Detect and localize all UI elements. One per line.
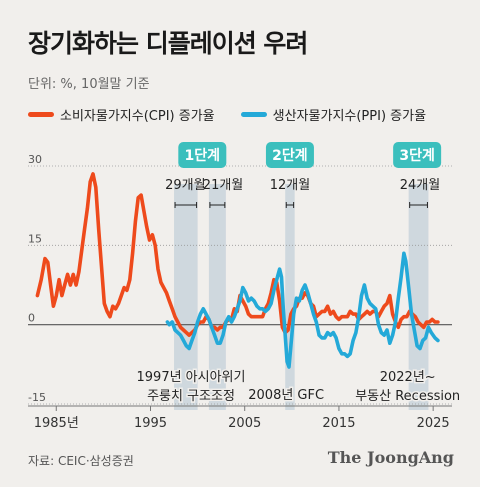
chart-title: 장기화하는 디플레이션 우려 [28,29,308,58]
duration-label: 12개월 [270,178,310,193]
x-tick-label: 2005 [228,416,261,431]
y-tick-label: 30 [28,153,42,166]
y-tick-label: 15 [28,232,42,245]
stage-badge [265,142,314,168]
stage-badge-label: 1단계 [185,147,221,164]
duration-label: 24개월 [400,178,440,193]
source-note: 자료: CEIC·삼성증권 [28,454,134,468]
data-series [35,172,440,369]
event-annotation: 2022년~ [380,370,436,385]
publisher-logo: The JoongAng [327,448,454,467]
x-tick-label: 2025 [417,416,450,431]
x-tick-label: 1995 [134,416,167,431]
y-tick-label: -15 [28,391,46,404]
legend-label-cpi: 소비자물가지수(CPI) 증가율 [60,109,215,124]
x-tick-label: 2015 [322,416,355,431]
event-annotation: 부동산 Recession [355,389,460,404]
stage-badge-label: 3단계 [399,147,435,164]
legend-label-ppi: 생산자물가지수(PPI) 증가율 [272,109,427,124]
event-annotation: 2008년 GFC [248,388,324,403]
unit-label: 단위: %, 10월말 기준 [28,77,150,92]
grid-and-axes: 30 15 0 -15 1985년 1995 2005 2015 2025 [28,153,452,431]
event-annotation: 주룽치 구조조정 [147,389,235,404]
ppi-line [165,251,440,369]
duration-label: 21개월 [203,178,243,193]
legend-item-ppi: 생산자물가지수(PPI) 증가율 [240,105,427,124]
shaded-periods [174,184,429,410]
event-annotation: 1997년 아시아위기 [137,370,246,385]
stage-badge [393,142,442,168]
legend: 소비자물가지수(CPI) 증가율 생산자물가지수(PPI) 증가율 [28,105,452,124]
legend-swatch-ppi [240,112,267,117]
legend-item-cpi: 소비자물가지수(CPI) 증가율 [28,105,215,124]
shaded-band-2 [285,184,295,410]
shaded-band-1 [208,184,226,410]
y-tick-label: 0 [28,312,35,325]
stage-badge [178,142,227,168]
legend-swatch-cpi [28,112,54,117]
shaded-band-0 [174,184,198,410]
stage-badge-label: 2단계 [272,147,308,164]
shaded-band-3 [408,184,429,410]
x-tick-label: 1985년 [34,416,79,431]
duration-label: 29개월 [165,178,205,193]
